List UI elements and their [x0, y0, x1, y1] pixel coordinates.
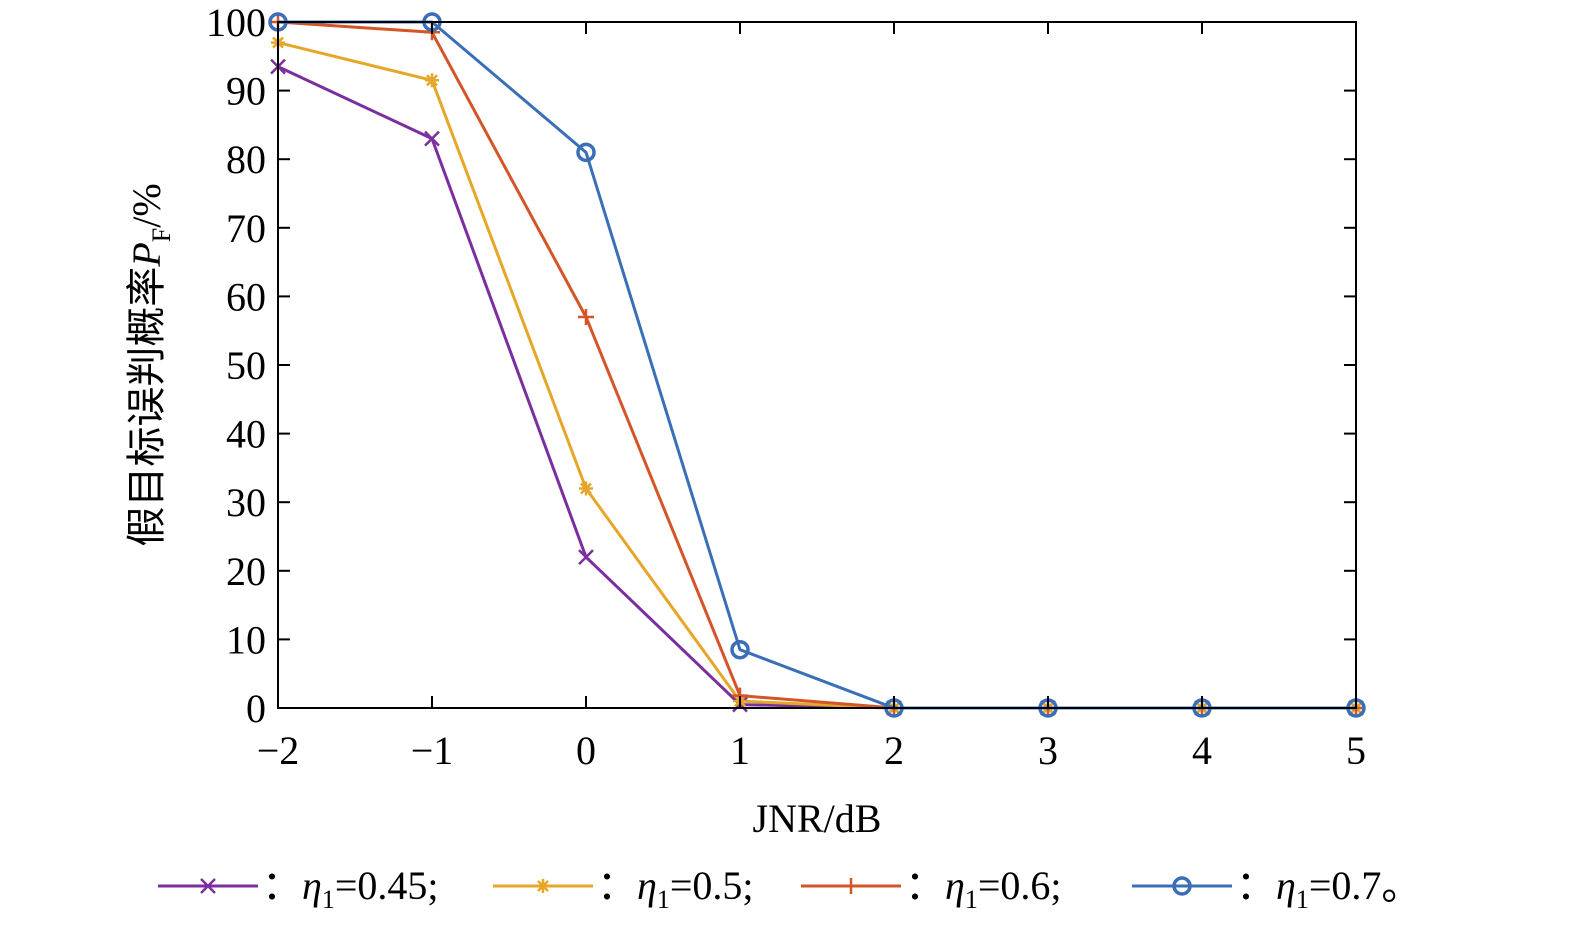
- y-tick-label: 100: [206, 0, 266, 45]
- x-axis-ticks: −2 −1 0 1 2 3 4 5: [257, 22, 1366, 773]
- legend-marker: [1172, 876, 1192, 896]
- legend-label-value: =0.5;: [670, 863, 754, 908]
- y-tick-label: 50: [226, 343, 266, 388]
- y-tick-label: 70: [226, 206, 266, 251]
- data-point-marker: [576, 142, 596, 163]
- y-tick-label: 20: [226, 549, 266, 594]
- y-tick-label: 40: [226, 412, 266, 457]
- y-tick-label: 30: [226, 480, 266, 525]
- legend-label-prefix: ：: [1236, 863, 1276, 908]
- legend-label-eta: η: [637, 863, 657, 908]
- y-tick-label: 80: [226, 137, 266, 182]
- data-point-marker: [425, 73, 439, 88]
- legend-label-prefix: ：: [262, 863, 302, 908]
- plot-frame: [277, 21, 1357, 709]
- legend-label-subscript: 1: [965, 885, 978, 914]
- legend-label-eta: η: [302, 863, 322, 908]
- x-tick-label: 2: [884, 728, 904, 773]
- series-1: [270, 58, 1364, 716]
- legend-label-value: =0.7。: [1309, 863, 1422, 908]
- legend-label: ：η1=0.7。: [1236, 863, 1421, 914]
- legend-label: ：η1=0.6;: [905, 863, 1062, 914]
- legend-label-value: =0.45;: [335, 863, 439, 908]
- y-axis-title-subscript: F: [147, 228, 176, 242]
- legend-marker: [200, 878, 216, 894]
- legend-item-2: ：η1=0.5;: [493, 863, 754, 914]
- y-axis-ticks: 0 10 20 30 40 50 60 70 80 90 100: [206, 0, 1356, 731]
- legend-label-eta: η: [1276, 863, 1296, 908]
- legend-item-3: ：η1=0.6;: [801, 863, 1062, 914]
- legend-label-eta: η: [945, 863, 965, 908]
- legend-label: ：η1=0.5;: [597, 863, 754, 914]
- legend-marker: [843, 878, 859, 894]
- y-tick-label: 0: [246, 686, 266, 731]
- x-tick-label: 3: [1038, 728, 1058, 773]
- y-tick-label: 10: [226, 617, 266, 662]
- data-point-marker: [578, 308, 594, 325]
- legend-label-prefix: ：: [597, 863, 637, 908]
- series-line: [278, 20, 1356, 710]
- legend-label-prefix: ：: [905, 863, 945, 908]
- x-tick-label: 0: [576, 728, 596, 773]
- legend-item-4: ：η1=0.7。: [1132, 863, 1421, 914]
- x-tick-label: 4: [1192, 728, 1212, 773]
- series-line: [277, 41, 1356, 710]
- y-axis-title-unit: /%: [124, 183, 169, 227]
- plot-lines: [268, 12, 1366, 718]
- data-point-marker: [578, 549, 594, 565]
- y-tick-label: 90: [226, 69, 266, 114]
- legend-label-subscript: 1: [657, 885, 670, 914]
- legend-label-subscript: 1: [322, 885, 335, 914]
- legend-label-subscript: 1: [1296, 885, 1309, 914]
- x-tick-label: −1: [411, 728, 454, 773]
- series-line: [277, 65, 1356, 710]
- x-tick-label: 1: [730, 728, 750, 773]
- x-tick-label: 5: [1346, 728, 1366, 773]
- legend-label: ：η1=0.45;: [262, 863, 439, 914]
- y-tick-label: 60: [226, 274, 266, 319]
- data-point-marker: [579, 481, 593, 496]
- y-axis-title: 假目标误判概率PF/%: [124, 183, 176, 546]
- x-tick-label: −2: [257, 728, 300, 773]
- series-4: [268, 12, 1366, 718]
- legend: ：η1=0.45; ：η1=0.5; ：η1=0.6; ：η1=0.7。: [158, 863, 1421, 914]
- series-line: [277, 20, 1356, 710]
- y-axis-title-symbol: P: [124, 242, 169, 267]
- data-point-marker: [730, 639, 750, 660]
- y-axis-title-main: 假目标误判概率: [124, 267, 169, 547]
- legend-label-value: =0.6;: [978, 863, 1062, 908]
- legend-marker: [536, 879, 550, 893]
- legend-item-1: ：η1=0.45;: [158, 863, 439, 914]
- series-3: [270, 14, 1364, 716]
- x-axis-title: JNR/dB: [753, 796, 882, 841]
- data-point-marker: [424, 130, 440, 147]
